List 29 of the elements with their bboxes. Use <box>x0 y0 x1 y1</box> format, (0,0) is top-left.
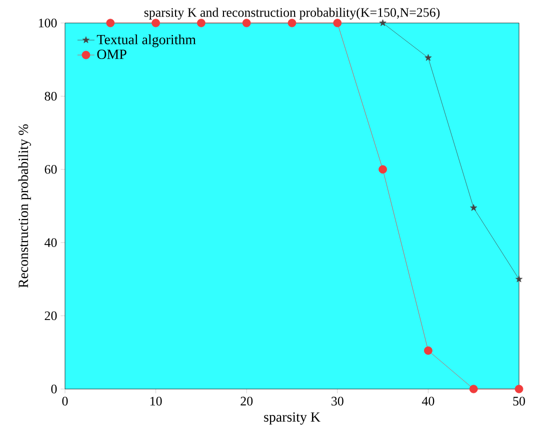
y-tick-label: 60 <box>44 165 57 174</box>
point <box>514 384 524 394</box>
y-tick-label: 40 <box>44 238 57 247</box>
chart-title: sparsity K and reconstruction probability(K=150,N=256) <box>144 8 440 20</box>
point <box>469 384 478 394</box>
y-tick-label: 20 <box>44 311 57 320</box>
point <box>424 346 432 355</box>
point <box>424 54 432 61</box>
y-tick-label: 0 <box>51 384 57 394</box>
x-axis-title: sparsity K <box>264 412 320 425</box>
point <box>242 18 251 28</box>
y-tick-label: 100 <box>38 18 57 28</box>
legend-label: OMP <box>97 50 126 60</box>
x-tick-label: 50 <box>513 396 525 406</box>
point <box>378 165 387 174</box>
point <box>470 204 478 211</box>
point <box>197 18 206 28</box>
point <box>106 18 115 28</box>
point <box>379 19 386 26</box>
legend-label: Textual algorithm <box>96 34 196 48</box>
y-axis-title: Reconstruction probability % <box>18 124 31 288</box>
y-tick-label: 80 <box>44 92 57 101</box>
x-tick-label: 30 <box>332 396 344 406</box>
point <box>515 276 523 282</box>
x-tick-label: 40 <box>422 396 434 406</box>
x-tick-label: 10 <box>150 396 162 406</box>
point <box>288 18 296 28</box>
x-tick-label: 0 <box>62 396 68 406</box>
x-tick-label: 20 <box>240 396 253 406</box>
